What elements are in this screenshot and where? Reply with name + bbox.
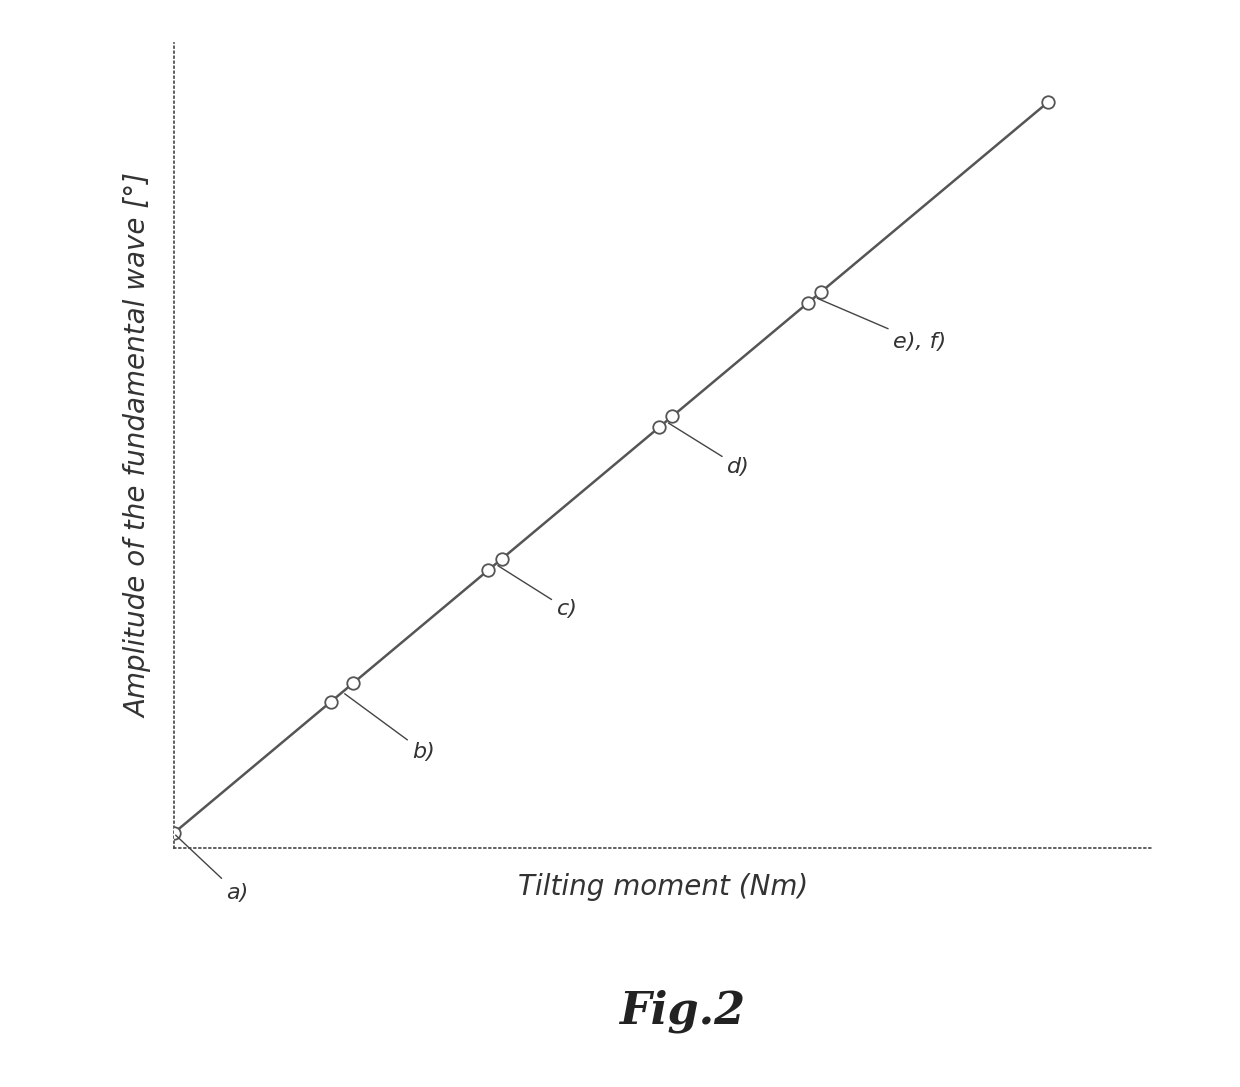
Text: Fig.2: Fig.2 — [619, 989, 745, 1033]
X-axis label: Tilting moment (Nm): Tilting moment (Nm) — [518, 873, 808, 901]
Text: d): d) — [668, 423, 750, 477]
Y-axis label: Amplitude of the fundamental wave [°]: Amplitude of the fundamental wave [°] — [125, 173, 153, 719]
Text: c): c) — [497, 565, 578, 620]
Text: a): a) — [176, 835, 248, 903]
Text: b): b) — [345, 694, 435, 762]
Text: e), f): e), f) — [817, 298, 946, 352]
